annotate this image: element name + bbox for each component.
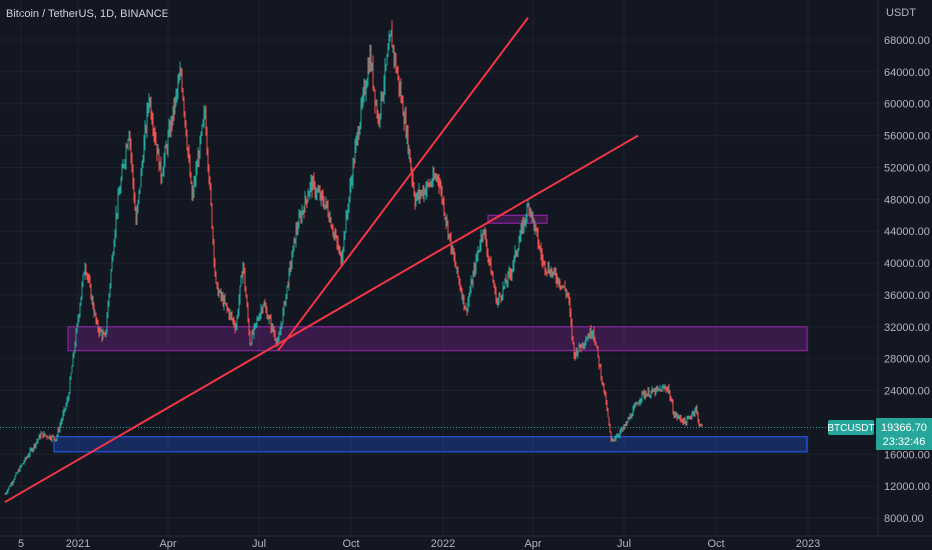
symbol-badge [828, 420, 874, 435]
price-tick-label: 40000.00 [884, 258, 930, 270]
price-tick-label: 44000.00 [884, 226, 930, 238]
time-tick-label: Jul [252, 538, 266, 550]
price-tick-label: 64000.00 [884, 67, 930, 79]
price-tick-label: 36000.00 [884, 290, 930, 302]
time-tick-label: Oct [342, 538, 359, 550]
price-tick-label: 68000.00 [884, 35, 930, 47]
trendline[interactable] [277, 17, 529, 352]
time-tick-label: 2023 [796, 538, 820, 550]
price-tick-label: 12000.00 [884, 481, 930, 493]
zone-rect [487, 214, 548, 224]
countdown-label: 23:32:46 [883, 436, 926, 448]
time-tick-label: 2021 [66, 538, 90, 550]
time-tick-label: 2022 [431, 538, 455, 550]
price-axis: USDT 68000.00 64000.00 60000.00 56000.00 520… [877, 0, 930, 536]
symbol-label: BTCUSDT [827, 423, 874, 434]
price-tick-label: 28000.00 [884, 354, 930, 366]
trendline[interactable] [4, 134, 639, 503]
last-price-tag: BTCUSDT 19366.70 23:32:46 [827, 418, 932, 450]
price-tick-label: 52000.00 [884, 162, 930, 174]
zone-rect [67, 326, 808, 352]
price-tick-label: 16000.00 [884, 449, 930, 461]
last-price-label: 19366.70 [881, 422, 927, 434]
price-tick-label: 60000.00 [884, 99, 930, 111]
time-tick-label: 5 [18, 538, 24, 550]
price-tick-label: 24000.00 [884, 386, 930, 398]
price-tick-label: 8000.00 [884, 513, 924, 525]
price-badge [876, 418, 932, 450]
time-axis: 5 2021 Apr Jul Oct 2022 Apr Jul Oct 2023 [0, 535, 932, 550]
trendlines [4, 17, 639, 503]
axis-currency: USDT [886, 7, 916, 19]
price-tick-label: 56000.00 [884, 131, 930, 143]
zone-rect [53, 436, 808, 453]
price-tick-label: 32000.00 [884, 322, 930, 334]
time-tick-label: Apr [524, 538, 541, 550]
candles [0, 20, 878, 496]
time-tick-label: Oct [707, 538, 724, 550]
price-tick-label: 48000.00 [884, 194, 930, 206]
time-tick-label: Jul [617, 538, 631, 550]
time-tick-label: Apr [159, 538, 176, 550]
grid [0, 0, 878, 536]
chart-title: Bitcoin / TetherUS, 1D, BINANCE [6, 8, 170, 20]
